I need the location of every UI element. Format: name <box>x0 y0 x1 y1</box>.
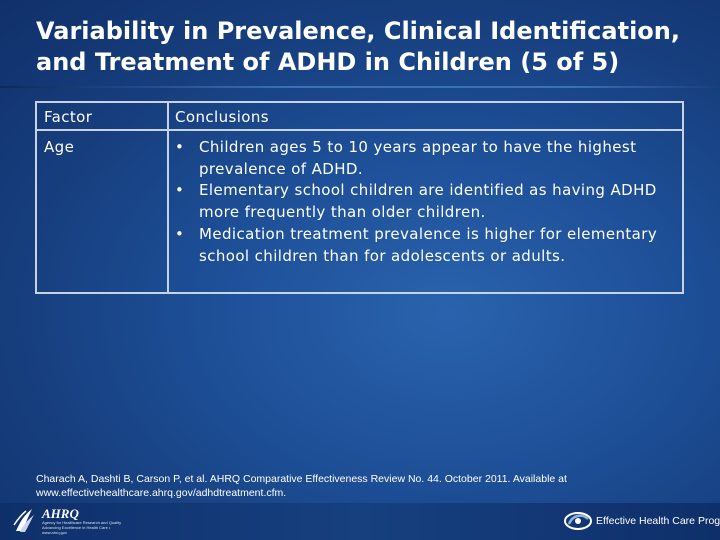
conclusions-table: Factor Conclusions Age • Children ages 5… <box>35 101 684 294</box>
conclusion-text: Elementary school children are identifie… <box>199 181 657 222</box>
header-conclusions: Conclusions <box>175 108 269 126</box>
ahrq-logo: AHRQ Agency for Healthcare Research and … <box>42 507 132 535</box>
agency-name: AHRQ <box>42 506 79 521</box>
agency-subtitle: Agency for Healthcare Research and Quali… <box>42 520 122 535</box>
conclusions-list: • Children ages 5 to 10 years appear to … <box>175 137 680 267</box>
bullet-icon: • <box>175 181 185 200</box>
title-line-2: and Treatment of ADHD in Children (5 of … <box>36 48 620 76</box>
column-divider <box>167 103 169 292</box>
ehc-swirl-icon <box>564 512 592 530</box>
slide-title: Variability in Prevalence, Clinical Iden… <box>36 16 696 78</box>
conclusion-text: Medication treatment prevalence is highe… <box>199 224 658 265</box>
footer-bar <box>0 503 720 540</box>
conclusion-text: Children ages 5 to 10 years appear to ha… <box>199 138 637 178</box>
citation: Charach A, Dashti B, Carson P, et al. AH… <box>36 472 676 500</box>
list-item: • Children ages 5 to 10 years appear to … <box>175 137 680 180</box>
title-line-1: Variability in Prevalence, Clinical Iden… <box>36 17 680 45</box>
bullet-icon: • <box>175 138 185 156</box>
program-name: Effective Health Care Program <box>596 515 720 527</box>
list-item: • Medication treatment prevalence is hig… <box>175 224 680 267</box>
bullet-icon: • <box>175 224 185 243</box>
citation-line-2: www.effectivehealthcare.ahrq.gov/adhdtre… <box>36 487 287 499</box>
header-factor: Factor <box>44 108 93 126</box>
factor-cell-age: Age <box>44 138 75 156</box>
hhs-eagle-icon <box>13 509 34 532</box>
citation-line-1: Charach A, Dashti B, Carson P, et al. AH… <box>36 473 567 485</box>
title-divider <box>0 86 720 88</box>
table-header-row: Factor Conclusions <box>37 103 682 131</box>
list-item: • Elementary school children are identif… <box>175 180 680 223</box>
